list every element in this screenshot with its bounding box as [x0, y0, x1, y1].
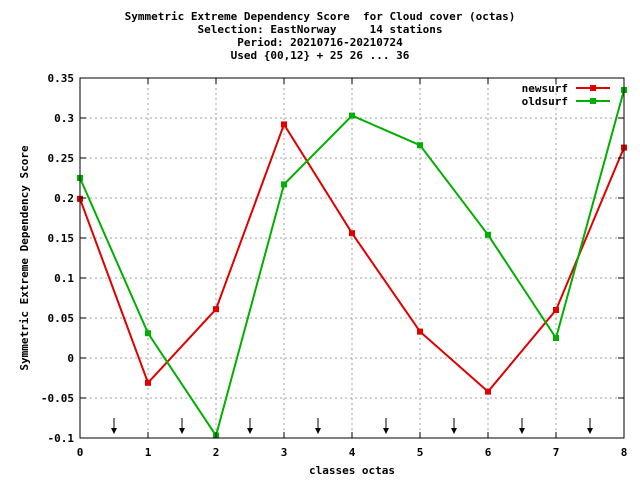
y-tick-label: 0.1 — [54, 272, 74, 285]
legend-marker — [590, 98, 596, 104]
y-axis-label: Symmetric Extreme Dependency Score — [18, 145, 31, 371]
data-point — [553, 307, 559, 313]
legend-label: oldsurf — [522, 95, 568, 108]
legend-entry: newsurf — [522, 82, 610, 95]
data-point — [349, 112, 355, 119]
data-point — [145, 330, 151, 337]
down-arrow-icon — [111, 418, 117, 434]
arrow-markers — [111, 418, 593, 434]
legend-marker — [590, 85, 596, 91]
legend-entry: oldsurf — [522, 95, 610, 108]
y-tick-label: 0.25 — [48, 152, 75, 165]
data-point — [553, 335, 559, 341]
data-point — [485, 388, 491, 395]
x-tick-label: 3 — [281, 446, 288, 459]
chart-title: Symmetric Extreme Dependency Score for C… — [0, 10, 640, 62]
down-arrow-icon — [451, 418, 457, 434]
data-point — [145, 379, 151, 386]
y-tick-label: -0.1 — [48, 432, 75, 445]
title-line-3: Period: 20210716-20210724 — [237, 36, 403, 49]
down-arrow-icon — [179, 418, 185, 434]
data-point — [281, 121, 287, 128]
series-lines — [77, 87, 627, 439]
y-tick-label: 0 — [67, 352, 74, 365]
data-point — [213, 306, 219, 313]
x-tick-label: 1 — [145, 446, 152, 459]
y-tick-label: 0.05 — [48, 312, 75, 325]
down-arrow-icon — [383, 418, 389, 434]
x-tick-label: 8 — [621, 446, 628, 459]
y-tick-label: 0.15 — [48, 232, 75, 245]
x-axis-label: classes octas — [309, 464, 395, 477]
x-tick-label: 7 — [553, 446, 560, 459]
data-point — [349, 230, 355, 237]
down-arrow-icon — [587, 418, 593, 434]
y-tick-label: -0.05 — [41, 392, 74, 405]
down-arrow-icon — [247, 418, 253, 434]
down-arrow-icon — [315, 418, 321, 434]
x-tick-label: 5 — [417, 446, 424, 459]
data-point — [281, 181, 287, 188]
y-tick-label: 0.3 — [54, 112, 74, 125]
down-arrow-icon — [519, 418, 525, 434]
y-tick-label: 0.35 — [48, 72, 75, 85]
y-tick-label: 0.2 — [54, 192, 74, 205]
series-newsurf — [77, 121, 627, 395]
title-line-2: Selection: EastNorway 14 stations — [197, 23, 443, 36]
x-tick-label: 4 — [349, 446, 356, 459]
data-point — [485, 231, 491, 238]
x-tick-label: 0 — [77, 446, 84, 459]
x-tick-label: 2 — [213, 446, 220, 459]
x-tick-label: 6 — [485, 446, 492, 459]
data-point — [417, 328, 423, 335]
title-line-4: Used {00,12} + 25 26 ... 36 — [230, 49, 410, 62]
grid — [80, 78, 624, 438]
data-point — [417, 142, 423, 149]
legend-label: newsurf — [522, 82, 568, 95]
title-line-1: Symmetric Extreme Dependency Score for C… — [124, 10, 516, 23]
axis-ticks: 0 1 2 3 4 5 6 7 8 -0.1 -0.05 0 0.05 0.1 0.15 0.2 0.25 0.3… — [41, 72, 627, 459]
